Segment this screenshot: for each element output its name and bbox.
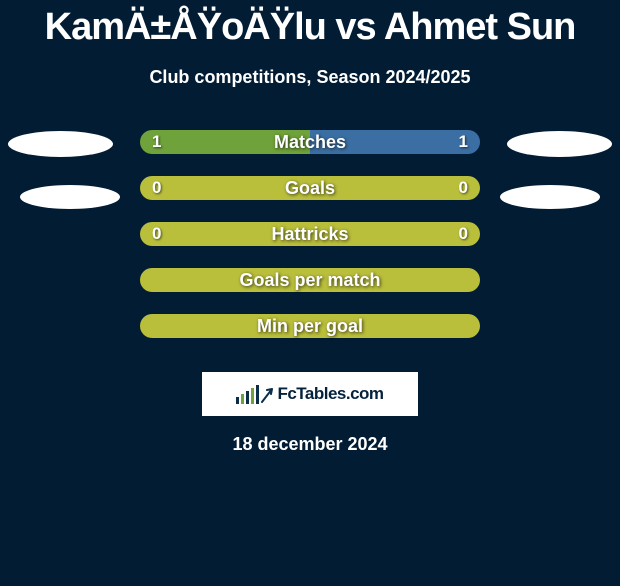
logo-bar — [236, 397, 239, 404]
logo-bar — [251, 388, 254, 404]
logo-bar — [246, 391, 249, 404]
stat-row-matches: 11Matches — [0, 130, 620, 176]
comparison-chart: 11Matches00Goals00HattricksGoals per mat… — [0, 130, 620, 360]
page-title: KamÄ±ÅŸoÄŸlu vs Ahmet Sun — [0, 6, 620, 49]
stat-row-gpm: Goals per match — [0, 268, 620, 314]
logo-arrow-icon — [261, 384, 275, 404]
stat-label: Goals per match — [140, 268, 480, 292]
stat-label: Min per goal — [140, 314, 480, 338]
logo-text: FcTables.com — [277, 384, 383, 404]
subtitle: Club competitions, Season 2024/2025 — [0, 67, 620, 88]
logo-bar — [256, 385, 259, 404]
stat-row-mpg: Min per goal — [0, 314, 620, 360]
stat-label: Hattricks — [140, 222, 480, 246]
stat-row-hattricks: 00Hattricks — [0, 222, 620, 268]
stat-label: Matches — [140, 130, 480, 154]
date-line: 18 december 2024 — [0, 434, 620, 455]
logo-bars-icon — [236, 384, 259, 404]
stat-label: Goals — [140, 176, 480, 200]
fctables-logo: FcTables.com — [202, 372, 418, 416]
stat-row-goals: 00Goals — [0, 176, 620, 222]
logo-bar — [241, 394, 244, 404]
